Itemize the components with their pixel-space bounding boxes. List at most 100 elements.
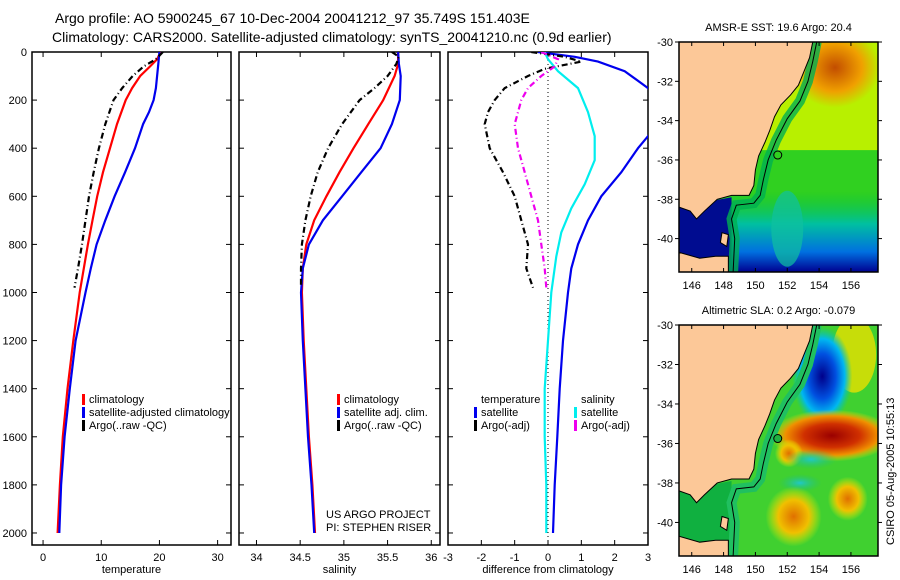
lat-tick-label: -40 [657,234,673,246]
series-satellite-adj-clim- [299,52,402,534]
y-tick-label: 1200 [3,336,27,348]
legend-swatch [574,420,577,431]
bass-strait [679,480,732,556]
temperature-xlabel: temperature [102,564,161,576]
legend-label: climatology [89,394,145,406]
lat-tick-label: -36 [657,155,673,167]
y-tick-label: 1800 [3,480,27,492]
legend-label: Argo(-adj) [481,420,530,432]
lat-tick-label: -34 [657,116,673,128]
isobath-contour [731,42,818,272]
land-australia [679,42,814,220]
sst-map-title: AMSR-E SST: 19.6 Argo: 20.4 [705,22,852,34]
x-tick-label: 10 [95,552,107,564]
land-flinders-island [719,515,729,532]
y-tick-label: 2000 [3,528,27,540]
lat-tick-label: -36 [657,438,673,450]
temperature-frame [31,51,232,546]
x-tick-label: 34.5 [289,552,310,564]
sla-warm-south [765,486,822,547]
lat-tick-label: -40 [657,517,673,529]
legend-swatch [474,407,477,418]
difference-panel: -3 -2 -1 0 1 2 3 difference from climatology tem… [443,51,651,576]
argo-location-marker [773,150,783,160]
legend-label: Argo(..raw -QC) [89,420,167,432]
x-tick-label: 0 [545,552,551,564]
sla-map-field [679,325,878,556]
x-tick-label: 35.5 [377,552,398,564]
lat-tick-label: -30 [657,320,673,332]
y-tick-label: 600 [9,191,27,203]
lon-tick-label: 154 [810,280,828,292]
x-tick-label: -3 [443,552,453,564]
salinity-xlabel: salinity [323,564,357,576]
x-tick-label: 35 [338,552,350,564]
x-tick-label: 34 [250,552,262,564]
legend-label: climatology [344,394,400,406]
x-tick-label: -1 [510,552,520,564]
climatology-subtitle: Climatology: CARS2000. Satellite-adjuste… [52,29,612,45]
sla-cyan-band [785,449,838,470]
land-tasmania [679,535,729,556]
lon-tick-label: 152 [778,564,796,576]
lon-tick-label: 154 [810,564,828,576]
temperature-panel: 0 10 20 30 0 200 400 600 800 1000 1200 1400 1600 1800… [3,47,232,576]
lon-tick-label: 146 [683,564,701,576]
x-tick-label: 3 [645,552,651,564]
lat-tick-label: -32 [657,76,673,88]
series-salinity-satellite [543,52,596,533]
project-annotation: US ARGO PROJECT [326,509,431,521]
series-argo-raw-qc- [73,52,164,288]
y-tick-label: 0 [21,47,27,59]
lon-tick-label: 150 [746,280,764,292]
legend-label: satellite-adjusted climatology [89,407,230,419]
legend-header-salinity: salinity [581,394,615,406]
land-flinders-island [719,232,729,248]
lat-tick-label: -30 [657,37,673,49]
legend-swatch [474,420,477,431]
sla-map-frame [678,324,879,557]
lon-tick-label: 148 [714,280,732,292]
project-annotation: PI: STEPHEN RISER [326,522,431,534]
y-tick-label: 200 [9,95,27,107]
legend-swatch [337,407,340,418]
legend-swatch [337,420,340,431]
lon-tick-label: 156 [842,564,860,576]
x-tick-label: 2 [612,552,618,564]
lon-tick-label: 148 [714,564,732,576]
sla-warm-southeast [827,476,868,521]
argo-location-marker [773,434,783,444]
series-salinity-argo-adj- [513,52,560,288]
x-tick-label: 0 [40,552,46,564]
timestamp-stamp: CSIRO 05-Aug-2005 10:55:13 [885,397,897,545]
profile-title: Argo profile: AO 5900245_67 10-Dec-2004 … [55,10,530,26]
series-climatology [56,52,162,534]
legend-swatch [82,420,85,431]
lat-tick-label: -32 [657,359,673,371]
legend-swatch [337,394,340,405]
lat-tick-label: -38 [657,478,673,490]
bass-strait [679,197,732,272]
sla-map: 146 148 150 152 154 156 -30 -32 -34 -36 -38 -40 Alti… [657,305,882,576]
land-australia [679,325,814,504]
y-tick-label: 400 [9,143,27,155]
sla-map-title: Altimetric SLA: 0.2 Argo: -0.079 [702,305,855,317]
difference-frame [447,51,649,546]
y-tick-label: 1600 [3,432,27,444]
legend-label: satellite adj. clim. [344,407,428,419]
sst-map-field [679,42,878,272]
series-climatology [300,52,400,534]
difference-xlabel: difference from climatology [482,564,614,576]
legend-swatch [82,394,85,405]
legend-swatch [574,407,577,418]
legend-swatch [82,407,85,418]
legend-header-temperature: temperature [481,394,540,406]
lon-tick-label: 150 [746,564,764,576]
series-argo-raw-qc- [299,52,401,286]
series-satellite-adjusted-climatology [58,52,161,534]
lon-tick-label: 152 [778,280,796,292]
y-tick-label: 1000 [3,287,27,299]
series-temperature-satellite [537,52,648,534]
x-tick-label: 30 [211,552,223,564]
